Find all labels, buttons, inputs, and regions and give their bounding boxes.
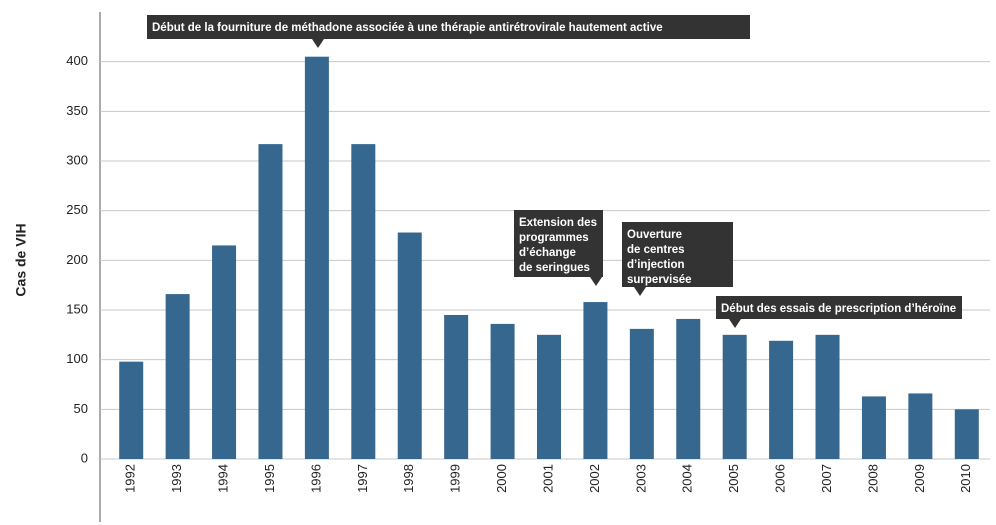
- annotation-text: de seringues: [519, 262, 590, 274]
- x-tick-label: 1997: [355, 464, 370, 493]
- y-tick-label: 250: [66, 202, 88, 217]
- bar: [629, 328, 654, 459]
- y-tick-label: 50: [74, 401, 88, 416]
- annotation-text: d’injection: [627, 259, 685, 271]
- x-tick-label: 1996: [308, 464, 323, 493]
- x-tick-label: 1994: [215, 464, 230, 493]
- x-tick-label: 1992: [123, 464, 138, 493]
- annotation-pointer: [634, 287, 646, 296]
- y-tick-label: 100: [66, 351, 88, 366]
- bar: [397, 232, 422, 459]
- y-tick-label: 350: [66, 103, 88, 118]
- bar: [908, 393, 933, 459]
- bar: [490, 323, 515, 459]
- x-tick-label: 1999: [448, 464, 463, 493]
- bar: [722, 334, 747, 459]
- x-tick-label: 2004: [680, 464, 695, 493]
- x-tick-label: 2005: [726, 464, 741, 493]
- bar: [212, 245, 237, 459]
- bar: [769, 340, 794, 459]
- annotation-box: [147, 15, 750, 39]
- x-tick-label: 2003: [633, 464, 648, 493]
- annotation-text: Ouverture: [627, 229, 682, 241]
- y-tick-label: 150: [66, 301, 88, 316]
- bar: [444, 314, 469, 459]
- x-tick-label: 1995: [262, 464, 277, 493]
- x-tick-label: 2000: [494, 464, 509, 493]
- annotation-box: [514, 210, 603, 277]
- annotation-text: surpervisée: [627, 274, 692, 286]
- annotation-pointer: [729, 319, 741, 328]
- x-tick-label: 2006: [773, 464, 788, 493]
- y-tick-label: 0: [81, 450, 88, 465]
- annotation-text: Extension des: [519, 217, 597, 229]
- bar: [676, 318, 701, 459]
- x-tick-label: 2008: [865, 464, 880, 493]
- y-tick-label: 200: [66, 252, 88, 267]
- bar: [861, 396, 886, 459]
- bar: [815, 334, 840, 459]
- annotation-text: Début des essais de prescription d’héroï…: [721, 303, 956, 315]
- annotation-pointer: [312, 39, 324, 48]
- bar: [165, 294, 190, 459]
- bar: [537, 334, 561, 459]
- bar: [583, 302, 608, 459]
- x-tick-label: 2009: [912, 464, 927, 493]
- annotation-text: Début de la fourniture de méthadone asso…: [152, 22, 663, 34]
- y-tick-label: 300: [66, 152, 88, 167]
- annotation-text: programmes: [519, 232, 589, 244]
- annotation-box: [622, 222, 733, 287]
- x-tick-label: 2001: [540, 464, 555, 493]
- bar: [304, 56, 329, 459]
- annotation-pointer: [590, 277, 602, 286]
- y-tick-label: 400: [66, 53, 88, 68]
- bar: [258, 144, 283, 459]
- x-tick-label: 2010: [958, 464, 973, 493]
- bar: [954, 409, 979, 459]
- annotation-text: d’échange: [519, 247, 576, 259]
- x-tick-label: 2002: [587, 464, 602, 493]
- x-tick-label: 1993: [169, 464, 184, 493]
- y-axis-label: Cas de VIH: [13, 223, 29, 296]
- x-tick-label: 1998: [401, 464, 416, 493]
- bar: [351, 144, 376, 459]
- annotation-text: de centres: [627, 244, 685, 256]
- annotation-box: [716, 296, 962, 319]
- bar: [119, 361, 144, 459]
- x-tick-label: 2007: [819, 464, 834, 493]
